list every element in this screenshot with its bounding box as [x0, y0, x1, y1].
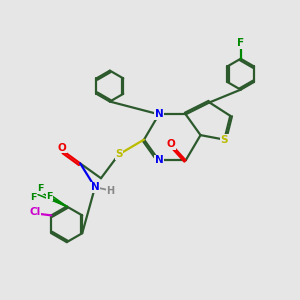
Text: N: N	[154, 109, 163, 119]
Text: S: S	[220, 135, 228, 145]
Text: F: F	[237, 38, 244, 48]
Text: N: N	[154, 155, 163, 165]
Text: F: F	[46, 192, 53, 201]
Text: H: H	[106, 186, 115, 196]
Text: O: O	[167, 139, 175, 149]
Text: Cl: Cl	[29, 207, 40, 218]
Text: O: O	[58, 143, 67, 153]
Text: S: S	[115, 149, 122, 160]
Text: N: N	[91, 182, 99, 192]
Text: F: F	[38, 184, 44, 193]
Text: F: F	[30, 193, 37, 202]
